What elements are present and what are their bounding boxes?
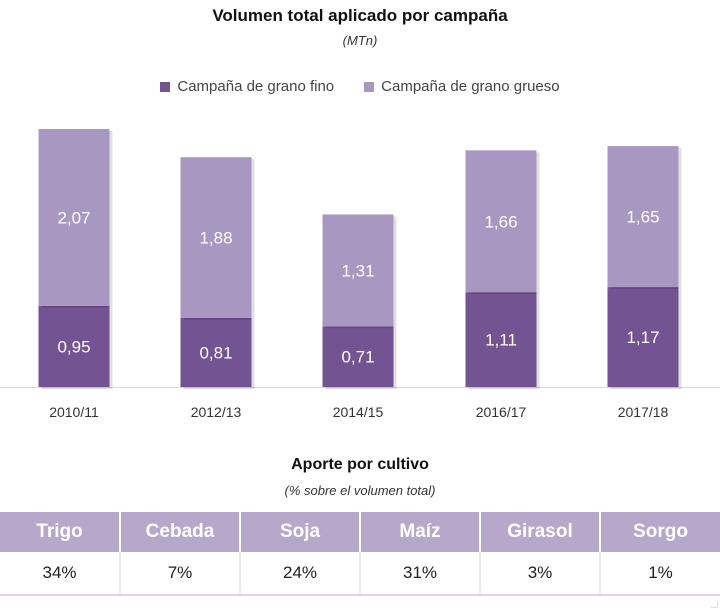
crop-header-cell: Girasol <box>480 512 601 552</box>
legend-item-grano-fino: Campaña de grano fino <box>160 78 334 95</box>
bar-segment-grano-fino <box>322 326 394 387</box>
bar-segment-grano-fino <box>180 317 252 387</box>
crop-header-cell: Maíz <box>360 512 481 552</box>
x-tick-label: 2016/17 <box>476 404 527 420</box>
legend-label-grano-fino: Campaña de grano fino <box>177 78 335 95</box>
chart-subtitle: (MTn) <box>342 33 378 48</box>
crop-share-row: 34% 7% 24% 31% 3% 1% <box>0 552 720 596</box>
crop-section-title: Aporte por cultivo <box>291 456 429 473</box>
crop-share-cell: 7% <box>120 552 241 596</box>
bar-segment-grano-grueso <box>38 129 110 306</box>
crop-header-cell: Sorgo <box>600 512 720 552</box>
stacked-bar-chart: 0,95 2,07 2010/11 0,81 1,88 2012/13 0,71 1,31 20… <box>0 129 720 420</box>
bar-value-label: 0,95 <box>57 337 90 356</box>
bar-segment-grano-grueso <box>322 214 394 327</box>
crop-header-cell: Soja <box>240 512 361 552</box>
legend-label-grano-grueso: Campaña de grano grueso <box>381 78 560 95</box>
crop-header-cell: Cebada <box>120 512 241 552</box>
crop-section-subtitle: (% sobre el volumen total) <box>284 483 436 498</box>
bar-segment-grano-fino <box>465 292 537 387</box>
bar-segment-grano-grueso <box>465 150 537 293</box>
bar-value-label: 2,07 <box>57 208 90 227</box>
x-tick-label: 2014/15 <box>333 404 384 420</box>
bar-segment-grano-fino <box>607 287 679 387</box>
bar-segment-grano-grueso <box>180 157 252 318</box>
bar-value-label: 1,88 <box>199 228 232 247</box>
bar-segment-grano-fino <box>38 305 110 387</box>
crop-share-cell: 1% <box>600 552 720 596</box>
chart-legend: Campaña de grano fino Campaña de grano g… <box>0 78 720 95</box>
chart-title: Volumen total aplicado por campaña <box>212 6 508 25</box>
crop-header-cell: Trigo <box>0 512 121 552</box>
crop-share-cell: 24% <box>240 552 361 596</box>
bar-value-label: 0,81 <box>199 343 232 362</box>
bar-value-label: 1,65 <box>626 208 659 227</box>
x-tick-label: 2017/18 <box>618 404 669 420</box>
bar-segment-grano-grueso <box>607 146 679 288</box>
legend-swatch-grano-grueso <box>364 81 375 92</box>
bar-value-label: 1,66 <box>484 212 517 231</box>
legend-item-grano-grueso: Campaña de grano grueso <box>364 78 560 95</box>
bar-value-label: 1,31 <box>341 261 374 280</box>
legend-swatch-grano-fino <box>160 81 171 92</box>
x-tick-label: 2012/13 <box>191 404 242 420</box>
crop-share-cell: 34% <box>0 552 121 596</box>
crop-share-table: Trigo Cebada Soja Maíz Girasol Sorgo 34%… <box>0 512 720 596</box>
crop-share-cell: 31% <box>360 552 481 596</box>
bar-value-label: 1,11 <box>485 331 517 350</box>
crop-share-cell: 3% <box>480 552 601 596</box>
x-tick-label: 2010/11 <box>49 404 99 420</box>
bar-value-label: 0,71 <box>341 348 374 367</box>
crop-header-row: Trigo Cebada Soja Maíz Girasol Sorgo <box>0 512 720 552</box>
bar-value-label: 1,17 <box>626 328 659 347</box>
corner-mark-decoration <box>711 601 718 608</box>
